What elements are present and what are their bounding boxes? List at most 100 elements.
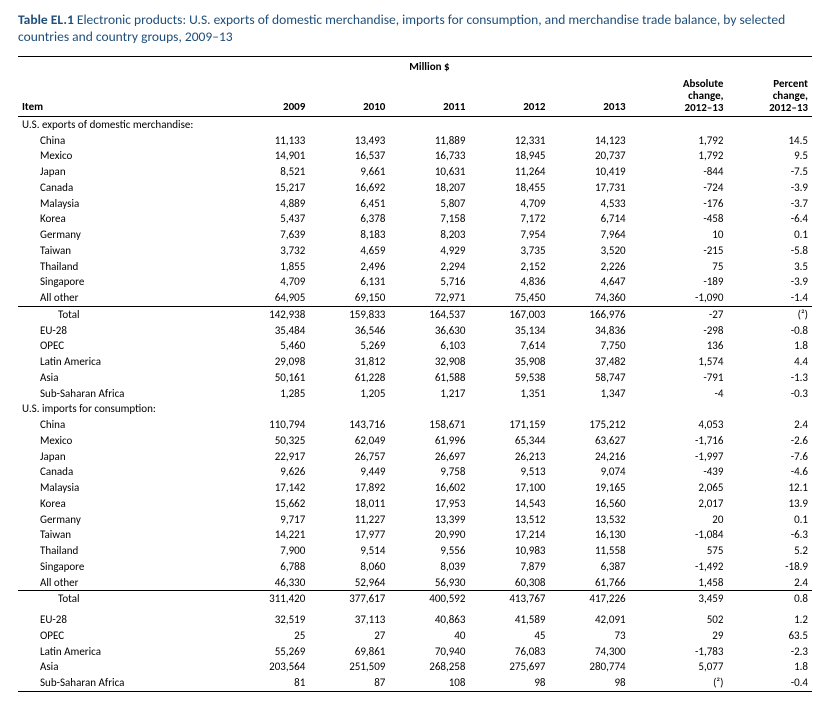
table-row: OPEC25274045732963.5 <box>18 628 812 644</box>
cell-value: 4,647 <box>550 274 630 290</box>
table-row: Malaysia4,8896,4515,8074,7094,533-176-3.… <box>18 196 812 212</box>
table-row: Latin America29,09831,81232,90835,90837,… <box>18 354 812 370</box>
cell-value: 2,065 <box>630 480 728 496</box>
cell-value: 136 <box>630 338 728 354</box>
table-row: Total311,420377,617400,592413,767417,226… <box>18 591 812 607</box>
cell-value: 9,514 <box>309 543 389 559</box>
cell-value: 5.2 <box>727 543 812 559</box>
cell-value: 143,716 <box>309 417 389 433</box>
table-row: Korea15,66218,01117,95314,54316,5602,017… <box>18 496 812 512</box>
row-item-label: Taiwan <box>18 243 229 259</box>
cell-value: -439 <box>630 464 728 480</box>
cell-value: 1,855 <box>229 259 309 275</box>
cell-value: 1,351 <box>469 386 549 402</box>
cell-value: 61,228 <box>309 370 389 386</box>
cell-value: 18,455 <box>469 180 549 196</box>
cell-value: -3.9 <box>727 274 812 290</box>
cell-value: 12,331 <box>469 133 549 149</box>
table-title: Table EL.1 Electronic products: U.S. exp… <box>18 12 798 46</box>
cell-value: -0.4 <box>727 675 812 691</box>
cell-value: 7,750 <box>550 338 630 354</box>
cell-value: 17,977 <box>309 527 389 543</box>
cell-value: 59,538 <box>469 370 549 386</box>
row-item-label: EU-28 <box>18 323 229 339</box>
cell-value: 61,588 <box>389 370 469 386</box>
cell-value: 9,626 <box>229 464 309 480</box>
cell-value: 11,264 <box>469 164 549 180</box>
row-item-label: OPEC <box>18 338 229 354</box>
cell-value: 3,459 <box>630 591 728 607</box>
row-item-label: Canada <box>18 180 229 196</box>
cell-value: 158,671 <box>389 417 469 433</box>
cell-value: 20 <box>630 512 728 528</box>
table-row: Sub-Saharan Africa81871089898(²)-0.4 <box>18 675 812 691</box>
cell-value: 11,558 <box>550 543 630 559</box>
cell-value: 171,159 <box>469 417 549 433</box>
cell-value: 1,458 <box>630 575 728 591</box>
cell-value: -458 <box>630 211 728 227</box>
cell-value: -724 <box>630 180 728 196</box>
col-percent-change: Percent change, 2012–13 <box>727 77 812 117</box>
col-2012: 2012 <box>469 77 549 117</box>
cell-value: 164,537 <box>389 306 469 322</box>
cell-value: 34,836 <box>550 323 630 339</box>
cell-value: 37,482 <box>550 354 630 370</box>
cell-value: -1,783 <box>630 644 728 660</box>
cell-value: 9,661 <box>309 164 389 180</box>
cell-value: -298 <box>630 323 728 339</box>
col-2010: 2010 <box>309 77 389 117</box>
cell-value: 7,639 <box>229 227 309 243</box>
cell-value: 417,226 <box>550 591 630 607</box>
cell-value: 76,083 <box>469 644 549 660</box>
cell-value: -1.3 <box>727 370 812 386</box>
cell-value: 3,520 <box>550 243 630 259</box>
row-item-label: Singapore <box>18 559 229 575</box>
cell-value: 7,900 <box>229 543 309 559</box>
cell-value: 4,533 <box>550 196 630 212</box>
cell-value: 6,131 <box>309 274 389 290</box>
cell-value: 50,325 <box>229 433 309 449</box>
cell-value: 1,792 <box>630 133 728 149</box>
cell-value: 65,344 <box>469 433 549 449</box>
table-row: Singapore4,7096,1315,7164,8364,647-189-3… <box>18 274 812 290</box>
table-title-text: Electronic products: U.S. exports of dom… <box>18 11 785 45</box>
cell-value: 377,617 <box>309 591 389 607</box>
cell-value: 40 <box>389 628 469 644</box>
row-item-label: OPEC <box>18 628 229 644</box>
cell-value: 1.2 <box>727 607 812 628</box>
cell-value: 413,767 <box>469 591 549 607</box>
cell-value: 11,889 <box>389 133 469 149</box>
cell-value: 3.5 <box>727 259 812 275</box>
cell-value: 108 <box>389 675 469 691</box>
cell-value: 81 <box>229 675 309 691</box>
cell-value: -4.6 <box>727 464 812 480</box>
cell-value: -3.7 <box>727 196 812 212</box>
cell-value: 2,226 <box>550 259 630 275</box>
cell-value: 7,964 <box>550 227 630 243</box>
cell-value: 26,757 <box>309 449 389 465</box>
cell-value: 5,460 <box>229 338 309 354</box>
cell-value: 268,258 <box>389 659 469 675</box>
cell-value: 19,165 <box>550 480 630 496</box>
cell-value: 1.8 <box>727 338 812 354</box>
cell-value: 64,905 <box>229 290 309 306</box>
table-row: Mexico50,32562,04961,99665,34463,627-1,7… <box>18 433 812 449</box>
cell-value: 13,512 <box>469 512 549 528</box>
table-row: Asia203,564251,509268,258275,697280,7745… <box>18 659 812 675</box>
cell-value: 6,378 <box>309 211 389 227</box>
cell-value: 8,060 <box>309 559 389 575</box>
cell-value: 16,537 <box>309 148 389 164</box>
row-item-label: Japan <box>18 449 229 465</box>
cell-value: 16,602 <box>389 480 469 496</box>
cell-value: 167,003 <box>469 306 549 322</box>
cell-value: -4 <box>630 386 728 402</box>
cell-value: 2,496 <box>309 259 389 275</box>
row-item-label: All other <box>18 290 229 306</box>
cell-value: 35,908 <box>469 354 549 370</box>
cell-value: 203,564 <box>229 659 309 675</box>
cell-value: 16,692 <box>309 180 389 196</box>
cell-value: -189 <box>630 274 728 290</box>
table-row: All other64,90569,15072,97175,45074,360-… <box>18 290 812 306</box>
table-row: Total142,938159,833164,537167,003166,976… <box>18 306 812 322</box>
cell-value: 18,011 <box>309 496 389 512</box>
